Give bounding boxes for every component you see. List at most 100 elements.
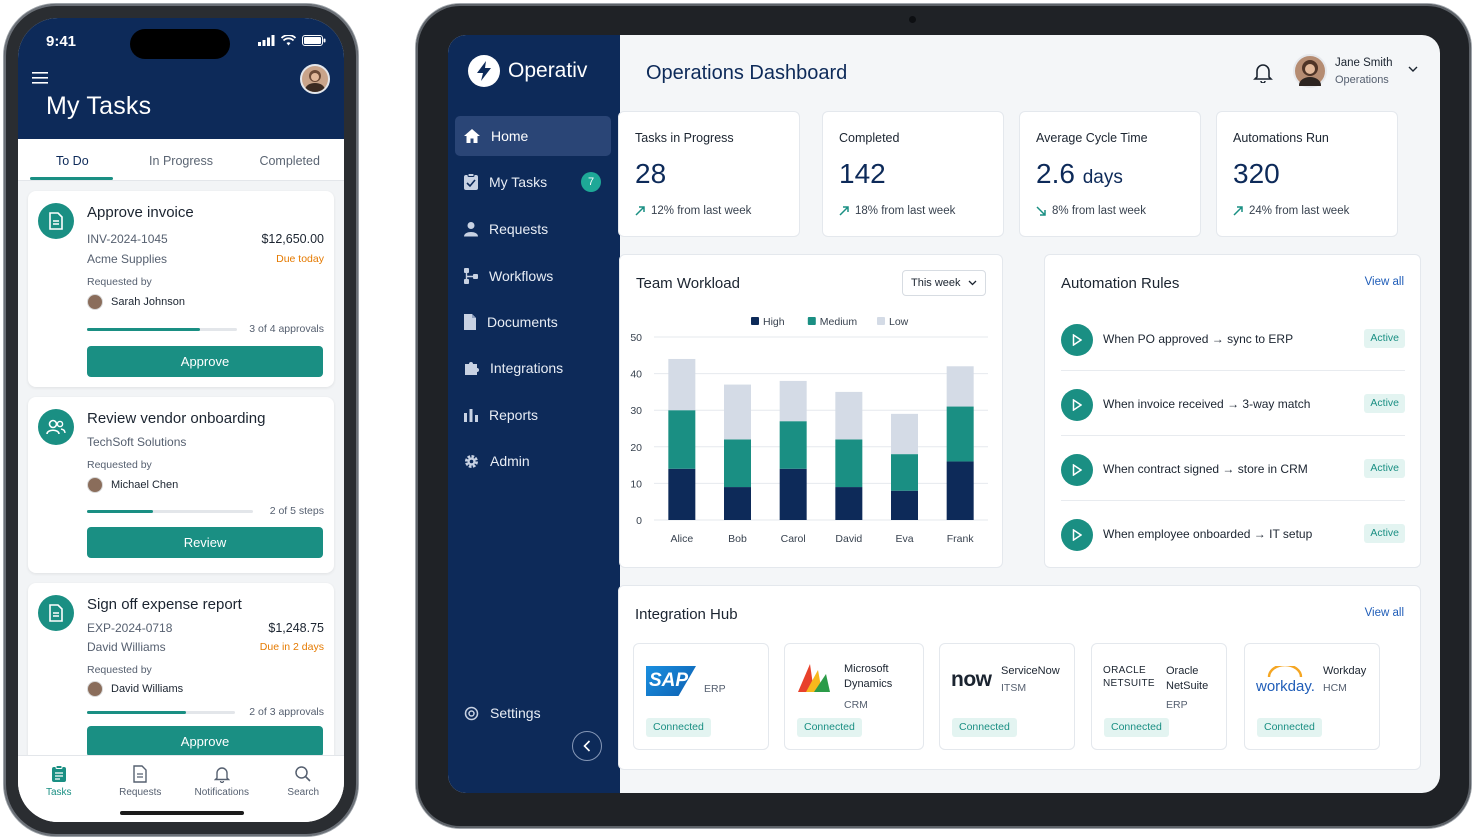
task-count-badge: 7 <box>581 172 601 192</box>
review-button[interactable]: Review <box>87 527 323 558</box>
trend-down-icon <box>1036 206 1046 216</box>
sidebar-item-integrations[interactable]: Integrations <box>455 348 611 388</box>
approve-button[interactable]: Approve <box>87 726 323 755</box>
task-tabs: To Do In Progress Completed <box>18 139 344 181</box>
task-card-expense-report[interactable]: Sign off expense report EXP-2024-0718 Da… <box>28 583 334 755</box>
avatar[interactable] <box>300 64 330 94</box>
home-indicator[interactable] <box>120 811 244 815</box>
collapse-sidebar-button[interactable] <box>572 731 602 761</box>
user-role: Operations <box>1335 74 1389 86</box>
oracle-netsuite-logo: ORACLE NETSUITE <box>1103 665 1155 689</box>
hamburger-menu-icon[interactable] <box>32 72 48 84</box>
chevron-down-icon[interactable] <box>1408 66 1418 73</box>
kpi-tasks-in-progress[interactable]: Tasks in Progress 28 12% from last week <box>618 111 800 237</box>
workflow-icon <box>464 268 478 284</box>
bar-segment-low <box>835 391 863 440</box>
nav-requests[interactable]: Requests <box>100 756 182 822</box>
kpi-label: Completed <box>839 131 900 145</box>
task-amount: $12,650.00 <box>261 232 324 246</box>
panel-title: Team Workload <box>636 275 740 292</box>
sidebar-item-reports[interactable]: Reports <box>455 395 611 435</box>
legend-swatch <box>877 317 885 325</box>
tab-in-progress[interactable]: In Progress <box>149 154 213 168</box>
nav-label: Tasks <box>45 787 72 798</box>
sidebar-item-admin[interactable]: Admin <box>455 441 611 481</box>
nav-tasks[interactable]: Tasks <box>18 756 100 822</box>
progress-label: 3 of 4 approvals <box>249 323 324 335</box>
sidebar-item-documents[interactable]: Documents <box>455 302 611 342</box>
legend-swatch <box>751 317 759 325</box>
bar-chart-icon <box>464 409 478 422</box>
task-company: David Williams <box>87 640 166 654</box>
user-name[interactable]: Jane Smith <box>1335 57 1393 69</box>
automation-rule[interactable]: When invoice received → 3-way match Acti… <box>1061 372 1405 436</box>
battery-icon <box>302 35 326 46</box>
sidebar-item-label: Settings <box>490 705 541 721</box>
sidebar-item-my-tasks[interactable]: My Tasks 7 <box>455 162 611 202</box>
y-tick-label: 0 <box>636 515 642 527</box>
tablet-device: Operativ Home My Tasks 7 Requests Workfl… <box>416 4 1471 828</box>
kpi-average-cycle-time[interactable]: Average Cycle Time 2.6 days 8% from last… <box>1019 111 1201 237</box>
approve-button[interactable]: Approve <box>87 346 323 377</box>
task-card-vendor-onboarding[interactable]: Review vendor onboarding TechSoft Soluti… <box>28 397 334 573</box>
integration-card-workday[interactable]: workday. Workday HCM Connected <box>1244 643 1380 750</box>
sidebar-item-label: My Tasks <box>489 174 548 190</box>
sap-logo: SAP <box>646 666 696 696</box>
automation-rule[interactable]: When contract signed → store in CRM Acti… <box>1061 437 1405 501</box>
task-due: Due in 2 days <box>259 641 324 653</box>
rule-text: When PO approved → sync to ERP <box>1103 332 1294 346</box>
kpi-automations-run[interactable]: Automations Run 320 24% from last week <box>1216 111 1398 237</box>
brand-logo[interactable]: Operativ <box>468 55 587 87</box>
play-icon <box>1061 389 1093 421</box>
kpi-trend: 24% from last week <box>1233 205 1349 217</box>
kpi-trend: 18% from last week <box>839 205 955 217</box>
progress-bar <box>87 510 253 513</box>
panel-title: Integration Hub <box>635 606 738 623</box>
x-tick-label: Frank <box>947 533 975 545</box>
view-all-link[interactable]: View all <box>1364 607 1404 619</box>
view-all-link[interactable]: View all <box>1364 276 1404 288</box>
nav-notifications[interactable]: Notifications <box>181 756 263 822</box>
rule-list: When PO approved → sync to ERP Active Wh… <box>1045 307 1422 567</box>
task-card-approve-invoice[interactable]: Approve invoice INV-2024-1045 Acme Suppl… <box>28 191 334 387</box>
automation-rule[interactable]: When PO approved → sync to ERP Active <box>1061 307 1405 371</box>
sidebar-item-requests[interactable]: Requests <box>455 209 611 249</box>
chevron-left-icon <box>583 740 591 752</box>
nav-label: Search <box>287 787 320 798</box>
tab-completed[interactable]: Completed <box>259 154 320 168</box>
sidebar-item-label: Home <box>491 128 529 144</box>
status-badge: Connected <box>1104 718 1169 737</box>
rule-text: When invoice received → 3-way match <box>1103 397 1311 411</box>
status-icons <box>258 35 326 46</box>
bell-icon[interactable] <box>1253 61 1273 83</box>
legend-swatch <box>807 317 816 325</box>
play-icon <box>1061 519 1093 551</box>
sidebar-item-settings[interactable]: Settings <box>455 693 611 733</box>
automation-rule[interactable]: When employee onboarded → IT setup Activ… <box>1061 502 1405 566</box>
bar-segment-high <box>724 487 751 520</box>
sidebar: Operativ Home My Tasks 7 Requests Workfl… <box>448 35 620 793</box>
integration-card-servicenow[interactable]: now ServiceNow ITSM Connected <box>939 643 1075 750</box>
main-content: Operations Dashboard Jane Smith Operatio… <box>618 35 1440 793</box>
camera <box>909 16 916 23</box>
requester-name: David Williams <box>111 683 184 695</box>
kpi-completed[interactable]: Completed 142 18% from last week <box>822 111 1004 237</box>
users-icon <box>38 409 74 445</box>
range-select[interactable]: This week <box>902 270 986 296</box>
sidebar-item-workflows[interactable]: Workflows <box>455 256 611 296</box>
status-badge: Connected <box>797 718 862 737</box>
tab-to-do[interactable]: To Do <box>18 139 127 180</box>
kpi-unit: days <box>1082 167 1123 188</box>
task-company: Acme Supplies <box>87 252 168 266</box>
task-amount: $1,248.75 <box>268 621 324 635</box>
nav-search[interactable]: Search <box>263 756 345 822</box>
sidebar-item-home[interactable]: Home <box>455 116 611 156</box>
integration-card-microsoft-dynamics[interactable]: Microsoft Dynamics CRM Connected <box>784 643 924 750</box>
bar-segment-low <box>668 358 696 411</box>
integration-card-oracle-netsuite[interactable]: ORACLE NETSUITE Oracle NetSuite ERP Conn… <box>1091 643 1227 750</box>
y-tick-label: 50 <box>630 332 642 344</box>
kpi-value: 28 <box>635 158 667 189</box>
integration-card-sap[interactable]: SAP ERP Connected <box>633 643 769 750</box>
avatar[interactable] <box>1293 54 1327 93</box>
gear-icon <box>465 454 478 468</box>
